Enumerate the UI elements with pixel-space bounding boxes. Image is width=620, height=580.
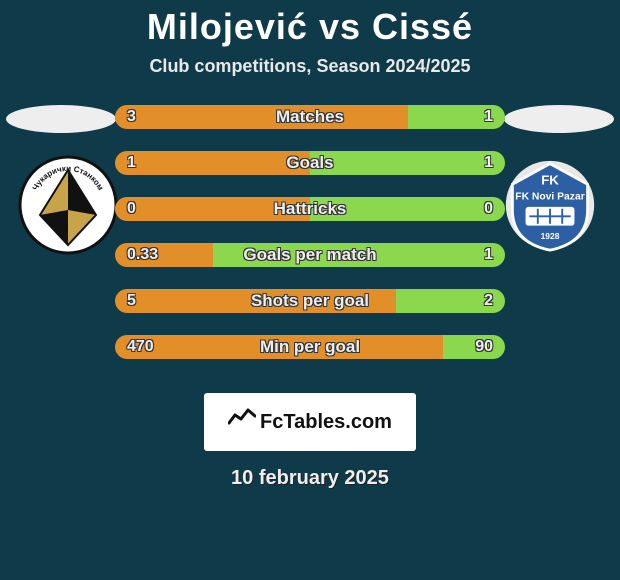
stat-bar-left — [115, 197, 310, 221]
novi-pazar-badge: FK FK Novi Pazar 1928 — [500, 155, 600, 255]
svg-text:1928: 1928 — [541, 231, 560, 241]
stat-bar-right — [443, 335, 505, 359]
club-logo-left-icon: Чукарички Станком — [18, 155, 118, 255]
footer-brand-text: FcTables.com — [260, 411, 392, 434]
stat-bar-right — [310, 197, 505, 221]
stat-bar-left — [115, 289, 396, 313]
comparison-subtitle: Club competitions, Season 2024/2025 — [0, 56, 620, 77]
logo-mark-icon — [228, 406, 256, 434]
stat-bars: Matches31 Goals11 Hattricks00 Goals per mat… — [115, 105, 505, 381]
svg-text:FK Novi Pazar: FK Novi Pazar — [515, 191, 584, 202]
stat-bar-left — [115, 105, 408, 129]
club-logo-right-icon: FK FK Novi Pazar 1928 — [503, 158, 597, 252]
stat-row: Matches31 — [115, 105, 505, 129]
stat-row: Min per goal47090 — [115, 335, 505, 359]
stat-row: Goals per match0.331 — [115, 243, 505, 267]
stat-bar-left — [115, 335, 443, 359]
stat-bar-left — [115, 151, 310, 175]
stat-row: Shots per goal52 — [115, 289, 505, 313]
comparison-title: Milojević vs Cissé — [0, 0, 620, 48]
stat-bar-right — [310, 151, 505, 175]
fctables-logo: FcTables.com — [204, 393, 416, 451]
stat-row: Goals11 — [115, 151, 505, 175]
comparison-stage: Чукарички Станком FK FK Novi Pazar 1928 … — [0, 105, 620, 385]
comparison-date: 10 february 2025 — [0, 467, 620, 490]
spotlight-ellipse-left — [6, 105, 116, 133]
stat-bar-right — [213, 243, 506, 267]
cukaricki-badge: Чукарички Станком — [18, 155, 118, 255]
spotlight-ellipse-right — [504, 105, 614, 133]
stat-bar-left — [115, 243, 213, 267]
svg-text:FK: FK — [541, 172, 559, 187]
stat-row: Hattricks00 — [115, 197, 505, 221]
stat-bar-right — [408, 105, 506, 129]
stat-bar-right — [396, 289, 505, 313]
